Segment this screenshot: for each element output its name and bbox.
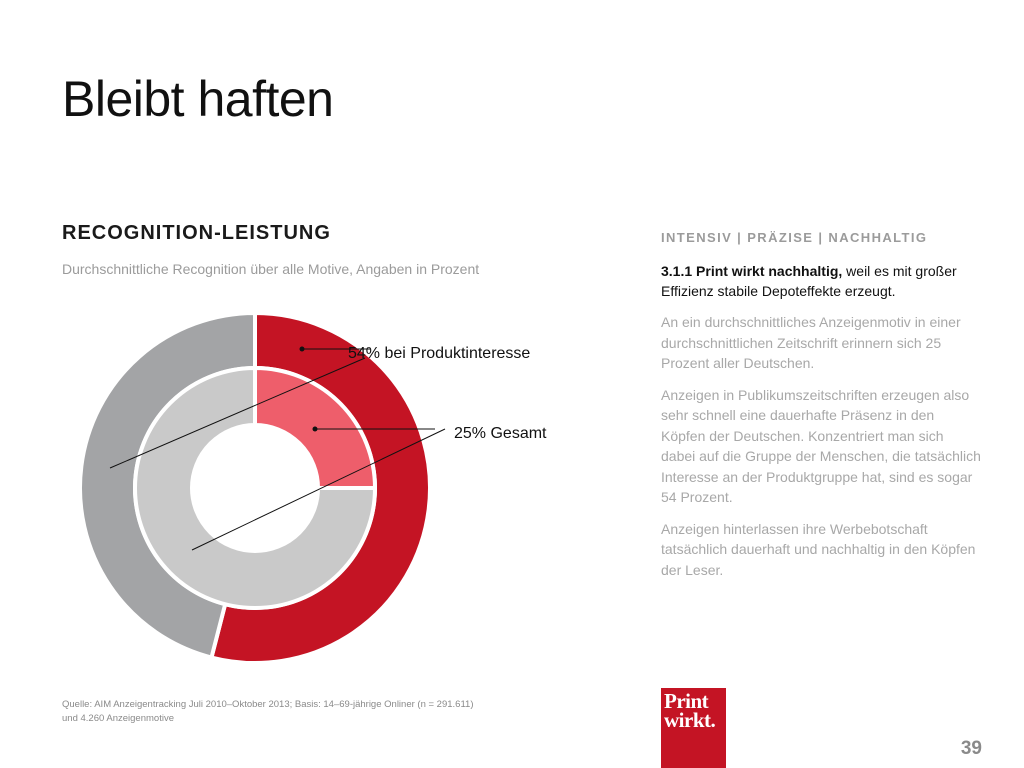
page-title: Bleibt haften <box>62 71 334 127</box>
label-outer-series: 54% bei Produktinteresse <box>348 345 530 362</box>
label-leader-lines <box>109 346 446 551</box>
leader-line-inner-diagonal <box>191 428 446 551</box>
logo-line: Print <box>664 689 709 713</box>
donut-chart: 54% bei Produktinteresse 25% Gesamt <box>78 310 547 665</box>
print-wirkt-logo: Print wirkt. <box>661 688 726 768</box>
intro-rest: weil es mit großer Effizienz stabile Dep… <box>661 263 957 299</box>
logo-line: wirkt. <box>664 708 716 732</box>
leader-line-outer-diagonal <box>109 357 366 469</box>
page-number: 39 <box>960 738 982 759</box>
inner-slice-rest <box>133 365 378 610</box>
inner-ring <box>133 365 378 610</box>
source-line: Quelle: AIM Anzeigentracking Juli 2010–O… <box>62 699 474 710</box>
source-line: und 4.260 Anzeigenmotive <box>62 713 174 724</box>
body-paragraph: Anzeigen hinterlassen ihre Werbebotschaf… <box>661 520 976 578</box>
source-note: Quelle: AIM Anzeigentracking Juli 2010–O… <box>62 698 542 726</box>
tagline: INTENSIV | PRÄZISE | NACHHALTIG <box>661 230 928 245</box>
label-inner-series: 25% Gesamt <box>454 425 547 442</box>
intro-text: 3.1.1 Print wirkt nachhaltig, weil es mi… <box>661 261 981 301</box>
body-paragraph: Anzeigen in Publikumszeitschriften erzeu… <box>661 386 981 506</box>
outer-ring <box>78 310 432 665</box>
intro-bold: 3.1.1 Print wirkt nachhaltig, <box>661 263 843 279</box>
chart-subheading: Durchschnittliche Recognition über alle … <box>62 261 480 277</box>
body-paragraph: An ein durchschnittliches Anzeigenmotiv … <box>661 314 961 371</box>
sidebar-text: INTENSIV | PRÄZISE | NACHHALTIG 3.1.1 Pr… <box>661 230 981 591</box>
chart-heading: RECOGNITION-LEISTUNG <box>62 222 331 244</box>
